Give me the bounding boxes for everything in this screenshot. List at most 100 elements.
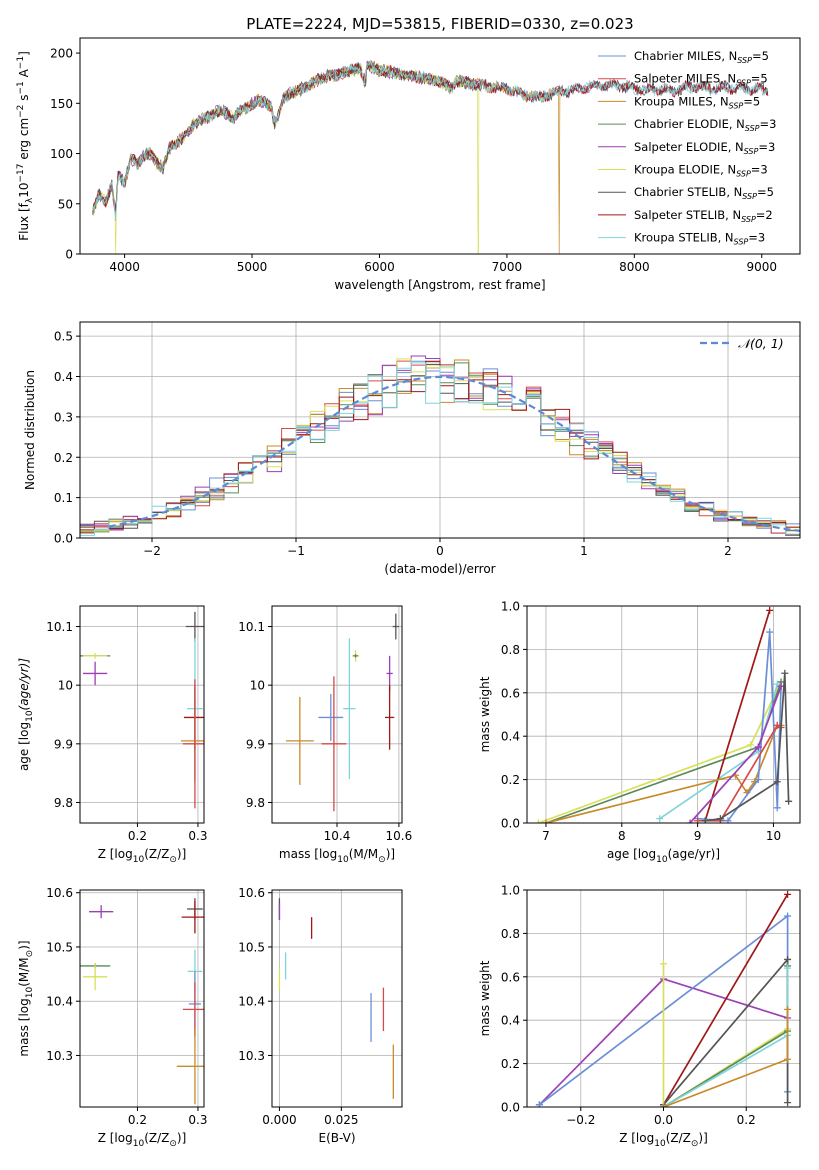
legend-entry-kroupa-stelib: Kroupa STELIB, NSSP=3	[634, 231, 765, 247]
x-tick-label: 8000	[619, 260, 650, 274]
weight-point-chabrier-stelib	[784, 955, 792, 963]
y-tick-label: 10.3	[46, 1049, 73, 1063]
y-axis-label: mass [log10(M/M⊙)]	[17, 940, 35, 1056]
errorbar-chabrier-stelib	[185, 611, 204, 642]
legend-entry-salpeter-stelib: Salpeter STELIB, NSSP=2	[634, 208, 773, 224]
y-axis-label: Flux [fλ10−17 erg cm−2 s−1 A−1]	[16, 51, 35, 241]
y-tick-label: 0.0	[54, 532, 73, 546]
weight-point-chabrier-stelib	[716, 815, 724, 823]
weight-point-chabrier-stelib	[781, 669, 789, 677]
y-tick-label: 50	[58, 197, 73, 211]
x-tick-label: 0	[436, 544, 444, 558]
y-axis-label: mass weight	[478, 676, 492, 752]
axes-mass-weight-vs-age: 7 8 9 10 0.0 0.2 0.4 0.6 0.8 1.0 age [log10(age/yr…	[478, 600, 801, 865]
spectrum-legend: Chabrier MILES, NSSP=5 Salpeter MILES, NS…	[598, 49, 776, 247]
plot-area-mass-weight-vs-age	[534, 606, 793, 823]
y-tick-label: 0.8	[501, 643, 520, 657]
weight-line-salpeter-stelib	[704, 610, 771, 822]
weight-point-kroupa-miles	[542, 819, 550, 823]
x-axis-label: wavelength [Angstrom, rest frame]	[334, 278, 545, 292]
y-tick-label: 9.8	[246, 796, 265, 810]
weight-line-chabrier-miles	[697, 631, 782, 822]
x-tick-label: 9000	[746, 260, 777, 274]
x-tick-label: 0.000	[262, 1113, 296, 1127]
y-tick-label: 10.4	[46, 995, 73, 1009]
y-tick-label: 10.3	[238, 1049, 265, 1063]
y-tick-label: 0.0	[501, 817, 520, 831]
y-tick-label: 0.6	[501, 970, 520, 984]
x-tick-label: 8	[618, 829, 626, 843]
y-tick-label: 10.4	[238, 995, 265, 1009]
weight-point-salpeter-elodie	[686, 819, 694, 823]
x-tick-label: 5000	[237, 260, 268, 274]
weight-point-chabrier-miles	[766, 628, 774, 636]
axes-age-vs-z: 0.2 0.3 9.8 9.9 10 10.1 Z [log10(Z/Z⊙)] age [lo…	[17, 605, 207, 865]
errorbar-salpeter-miles	[321, 676, 347, 812]
axes-frame	[79, 37, 801, 255]
spectrum-line-chabrier-elodie	[92, 61, 482, 215]
x-tick-label: 7000	[492, 260, 523, 274]
weight-point-chabrier-miles	[784, 912, 792, 920]
errorbar-kroupa-stelib	[343, 638, 356, 780]
x-tick-label: 7	[542, 829, 550, 843]
weight-point-kroupa-elodie	[534, 819, 542, 823]
errorbar-kroupa-elodie	[83, 963, 108, 991]
y-tick-label: 0.5	[54, 330, 73, 344]
weight-point-chabrier-stelib	[773, 778, 781, 786]
y-axis-label: mass weight	[478, 960, 492, 1036]
x-tick-label: 2	[724, 544, 732, 558]
y-tick-label: 0.3	[54, 410, 73, 424]
weight-point-chabrier-stelib	[785, 797, 793, 805]
x-axis-label: mass [log10(M/M⊙)]	[279, 847, 395, 865]
y-tick-label: 9.9	[54, 737, 73, 751]
legend-entry-chabrier-elodie: Chabrier ELODIE, NSSP=3	[634, 117, 776, 133]
weight-line-kroupa-miles	[663, 1009, 789, 1107]
y-tick-label: 10.6	[238, 886, 265, 900]
errorbar-kroupa-miles	[176, 1028, 204, 1105]
x-tick-label: 0.3	[188, 829, 207, 843]
errorbar-salpeter-elodie	[89, 905, 114, 919]
x-tick-label: 0.3	[188, 1113, 207, 1127]
axes-mass-vs-z: 0.2 0.3 10.3 10.4 10.5 10.6 Z [log10(Z/Z⊙)] mas…	[17, 886, 207, 1149]
y-tick-label: 200	[50, 47, 73, 61]
weight-point-chabrier-stelib	[784, 1099, 792, 1107]
axes-residuals: −2 −1 0 1 2 0.0 0.1 0.2 0.3 0.4 0.5 (data-model)/er…	[23, 321, 801, 576]
y-tick-label: 0	[65, 248, 73, 262]
histogram-kroupa-stelib	[80, 362, 800, 536]
legend-entry-chabrier-stelib: Chabrier STELIB, NSSP=5	[634, 185, 774, 201]
legend-entry-salpeter-elodie: Salpeter ELODIE, NSSP=3	[634, 140, 775, 156]
weight-line-kroupa-miles	[545, 724, 781, 823]
x-axis-label: Z [log10(Z/Z⊙)]	[98, 1131, 187, 1149]
x-tick-label: 0.2	[128, 829, 147, 843]
x-tick-label: 0.2	[128, 1113, 147, 1127]
spectrum-line-salpeter-elodie	[92, 60, 482, 221]
errorbar-kroupa-miles	[285, 696, 314, 785]
x-axis-label: Z [log10(Z/Z⊙)]	[619, 1131, 708, 1149]
plot-area-age-vs-z	[80, 611, 204, 809]
errorbar-salpeter-stelib	[384, 685, 395, 750]
weight-point-salpeter-miles	[694, 817, 702, 823]
y-tick-label: 9.8	[54, 796, 73, 810]
figure-title: PLATE=2224, MJD=53815, FIBERID=0330, z=0…	[246, 15, 633, 33]
x-tick-label: 4000	[109, 260, 140, 274]
weight-point-kroupa-stelib	[656, 815, 664, 823]
weight-point-chabrier-stelib	[701, 817, 709, 823]
x-tick-label: 6000	[364, 260, 395, 274]
weight-point-salpeter-stelib	[766, 606, 774, 614]
weight-point-kroupa-stelib	[784, 964, 792, 972]
axes-frame	[79, 889, 205, 1108]
weight-line-chabrier-elodie	[663, 966, 789, 1107]
y-tick-label: 0.1	[54, 491, 73, 505]
weight-point-salpeter-miles	[773, 721, 781, 729]
plot-area-spectrum	[92, 59, 769, 254]
errorbar-kroupa-elodie	[83, 652, 108, 659]
weight-point-chabrier-miles	[724, 817, 732, 823]
plot-area-mass-weight-vs-z	[535, 890, 792, 1107]
y-tick-label: 0.2	[54, 451, 73, 465]
axes-age-vs-mass: 10.4 10.6 9.8 9.9 10 10.1 mass [log10(M/M⊙)]	[238, 605, 412, 865]
weight-point-chabrier-miles	[773, 804, 781, 812]
weight-point-kroupa-stelib	[773, 680, 781, 688]
errorbar-salpeter-elodie	[83, 661, 108, 686]
errorbar-chabrier-miles	[318, 693, 344, 741]
plot-area-residuals	[80, 355, 800, 536]
